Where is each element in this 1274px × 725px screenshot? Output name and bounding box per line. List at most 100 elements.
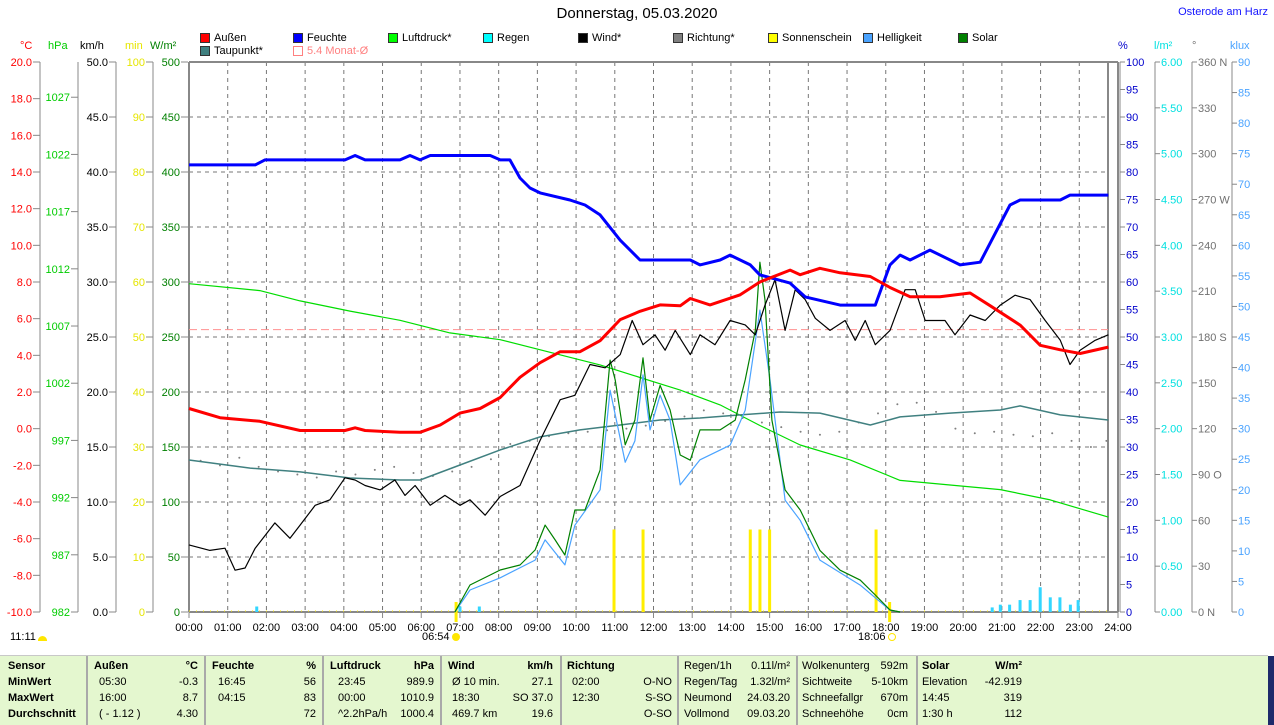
legend-label: Taupunkt* [214, 45, 263, 57]
legend-swatch [768, 33, 778, 43]
x-tick-label: 06:00 [407, 622, 435, 634]
direction-point [722, 412, 725, 415]
x-tick-label: 21:00 [988, 622, 1016, 634]
header-sensor: Sensor [8, 660, 46, 672]
axis-label-hum: 55 [1126, 305, 1138, 317]
extra-value: 24.03.20 [747, 692, 790, 704]
axis-label-temp: -10.0 [7, 607, 32, 619]
axis-unit-dir: ° [1192, 40, 1197, 52]
richtung-value: O-SO [643, 708, 672, 720]
sunshine-bar [758, 529, 762, 612]
axis-label-wind: 30.0 [87, 277, 108, 289]
extra-value: 670m [880, 692, 908, 704]
divider [86, 656, 88, 725]
axis-label-dir: 240 [1198, 240, 1216, 252]
extra-key: Regen/Tag [684, 676, 738, 688]
rain-bar [990, 607, 994, 612]
extra-value: 319 [1003, 692, 1022, 704]
axis-unit-solar: W/m² [150, 40, 177, 52]
axis-label-hum: 0 [1126, 607, 1132, 619]
axis-label-klux: 40 [1238, 363, 1250, 375]
x-tick-label: 19:00 [911, 622, 939, 634]
axis-label-temp: -6.0 [13, 534, 32, 546]
axis-label-dir: 90 O [1198, 470, 1222, 482]
axis-label-temp: 8.0 [17, 277, 32, 289]
legend-label: Richtung* [687, 32, 735, 44]
aussen-time: 05:30 [99, 676, 127, 688]
extra-value: 112 [1004, 708, 1022, 720]
sunshine-bar [874, 529, 878, 612]
axis-label-press: 997 [52, 435, 70, 447]
axis-label-klux: 75 [1238, 149, 1250, 161]
legend-swatch [200, 33, 210, 43]
axis-label-wind: 5.0 [93, 552, 108, 564]
divider [440, 656, 442, 725]
extra-key: Sichtweite [802, 676, 853, 688]
axis-label-solar: 300 [162, 277, 180, 289]
legend-label: 5.4 Monat-Ø [307, 45, 369, 57]
direction-point [818, 433, 821, 436]
direction-point [915, 401, 918, 404]
axis-label-klux: 25 [1238, 454, 1250, 466]
axis-label-temp: -8.0 [13, 570, 32, 582]
axis-label-temp: 2.0 [17, 387, 32, 399]
legend-item: Feuchte [293, 32, 347, 44]
direction-point [683, 415, 686, 418]
legend-swatch [578, 33, 588, 43]
wind-time: 469.7 km [452, 708, 498, 720]
axis-label-wind: 20.0 [87, 387, 108, 399]
series-solar-line [454, 261, 901, 613]
axis-label-solar: 150 [162, 442, 180, 454]
direction-point [470, 465, 473, 468]
axis-label-klux: 5 [1238, 576, 1244, 588]
divider [796, 656, 798, 725]
axis-unit-wind: km/h [80, 40, 104, 52]
axis-label-press: 1017 [46, 207, 70, 219]
legend-label: Regen [497, 32, 530, 44]
rain-bar [1048, 597, 1052, 612]
luftdruck-value: 1000.4 [400, 708, 434, 720]
axis-label-dir: 270 W [1198, 195, 1230, 207]
sunset-time: 18:06 [858, 631, 886, 643]
luftdruck-time: ^2.2hPa/h [338, 708, 388, 720]
wind-time: 18:30 [452, 692, 480, 704]
axis-label-dir: 0 N [1198, 607, 1215, 619]
x-tick-label: 14:00 [717, 622, 745, 634]
sunrise-label: 06:54 [422, 631, 460, 643]
axis-label-dir: 300 [1198, 149, 1216, 161]
legend-item: Regen [483, 32, 529, 44]
feuchte-value: 56 [303, 676, 316, 688]
axis-label-sunmin: 20 [133, 497, 145, 509]
extra-key: Vollmond [684, 708, 730, 720]
rain-bar [1076, 600, 1080, 612]
series-taupunkt-line [188, 405, 1109, 481]
x-tick-label: 17:00 [833, 622, 861, 634]
richtung-value: S-SO [645, 692, 672, 704]
axis-label-press: 1027 [46, 92, 70, 104]
axis-label-solar: 400 [162, 167, 180, 179]
direction-point [373, 468, 376, 471]
richtung-time: 12:30 [572, 692, 600, 704]
x-tick-label: 04:00 [330, 622, 358, 634]
header-luftdruck-unit: hPa [413, 660, 434, 672]
axis-label-solar: 50 [168, 552, 180, 564]
axis-label-klux: 70 [1238, 179, 1250, 191]
x-tick-label: 08:00 [485, 622, 513, 634]
axis-label-wind: 50.0 [87, 57, 108, 69]
extra-key: Neumond [684, 692, 732, 704]
axis-label-solar: 450 [162, 112, 180, 124]
sunshine-bar [748, 529, 752, 612]
axis-label-rain: 4.50 [1161, 195, 1182, 207]
axis-label-hum: 15 [1126, 525, 1138, 537]
axis-label-klux: 65 [1238, 210, 1250, 222]
axis-label-rain: 5.50 [1161, 103, 1182, 115]
axis-label-solar: 500 [162, 57, 180, 69]
axis-label-solar: 100 [162, 497, 180, 509]
x-tick-label: 20:00 [949, 622, 977, 634]
axis-label-hum: 75 [1126, 195, 1138, 207]
axis-label-hum: 100 [1126, 57, 1144, 69]
rain-bar [1028, 600, 1032, 612]
aussen-value: 8.7 [182, 692, 198, 704]
aussen-time: 16:00 [99, 692, 127, 704]
axis-label-sunmin: 100 [127, 57, 145, 69]
